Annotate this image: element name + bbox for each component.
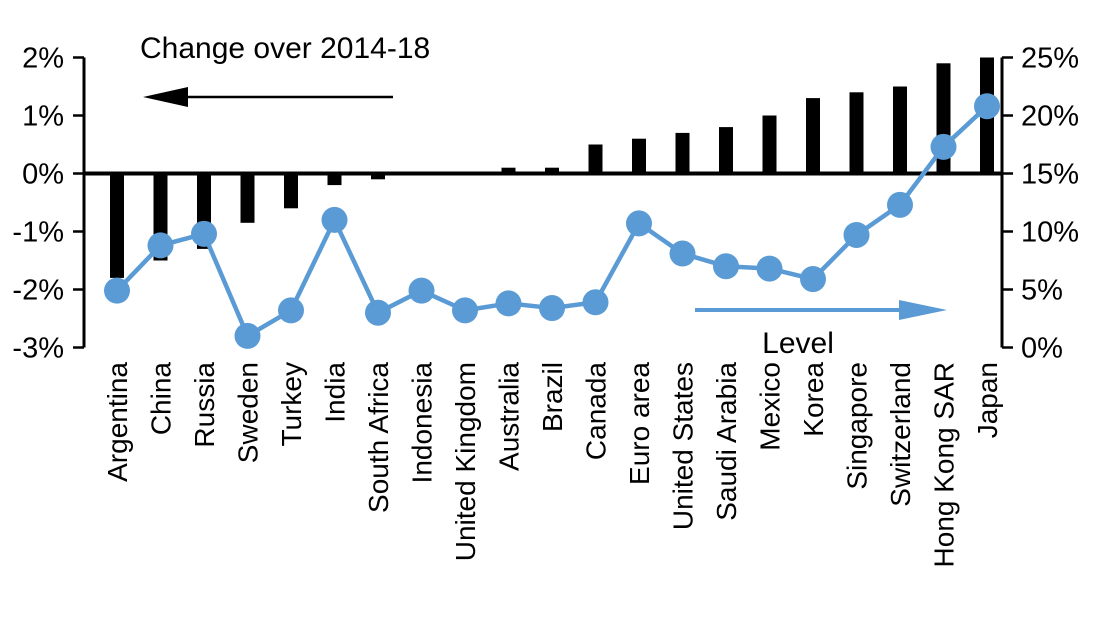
right-axis-tick-label: 20% <box>1021 101 1079 133</box>
right-axis-tick-label: 10% <box>1021 217 1079 249</box>
category-label-china: China <box>146 362 177 436</box>
level-point-singapore <box>843 221 870 248</box>
bar-series-change <box>110 57 994 278</box>
level-point-sweden <box>234 322 261 349</box>
left-arrow-icon <box>143 87 188 107</box>
category-label-sweden: Sweden <box>233 362 264 463</box>
bar-australia <box>501 167 516 174</box>
left-axis-tick-label: -2% <box>12 275 64 307</box>
change-annotation: Change over 2014-18 <box>140 32 430 107</box>
level-point-united-kingdom <box>452 297 478 324</box>
level-point-turkey <box>278 297 304 324</box>
level-point-hong-kong-sar <box>930 133 957 160</box>
category-label-brazil: Brazil <box>537 362 568 432</box>
category-label-mexico: Mexico <box>755 362 786 451</box>
category-label-united-kingdom: United Kingdom <box>450 362 481 561</box>
level-annotation: Level <box>695 300 947 360</box>
category-label-russia: Russia <box>189 362 220 448</box>
level-point-euro-area <box>626 210 652 237</box>
category-label-south-africa: South Africa <box>363 362 394 513</box>
bar-india <box>327 173 342 186</box>
level-point-switzerland <box>887 191 913 218</box>
level-point-united-states <box>669 240 696 267</box>
left-axis-tick-label: 0% <box>22 159 64 191</box>
bar-canada <box>588 144 603 174</box>
category-label-canada: Canada <box>581 362 612 461</box>
level-point-australia <box>495 290 522 317</box>
category-label-singapore: Singapore <box>842 362 873 490</box>
level-point-japan <box>974 93 1000 120</box>
bar-euro-area <box>632 138 646 174</box>
category-label-japan: Japan <box>972 362 1003 438</box>
level-point-china <box>147 232 174 259</box>
change-annotation-label: Change over 2014-18 <box>140 32 430 65</box>
bar-singapore <box>849 92 864 174</box>
category-label-korea: Korea <box>798 362 829 437</box>
category-label-turkey: Turkey <box>276 362 307 447</box>
bar-korea <box>806 98 820 174</box>
category-label-australia: Australia <box>494 362 525 471</box>
level-point-mexico <box>756 255 783 282</box>
bar-argentina <box>110 173 124 278</box>
level-point-argentina <box>104 277 130 304</box>
left-axis-tick-label: 1% <box>22 101 64 133</box>
category-label-united-states: United States <box>668 362 699 530</box>
level-point-brazil <box>539 295 565 322</box>
left-axis: 2% 1% 0% -1% -2% -3% <box>12 43 86 365</box>
left-axis-tick-label: 2% <box>22 43 64 75</box>
bar-south-africa <box>371 173 385 180</box>
bar-brazil <box>545 167 559 174</box>
bar-united-states <box>675 132 690 174</box>
right-axis: 25% 20% 15% 10% 5% 0% <box>1000 43 1079 365</box>
right-axis-tick-label: 15% <box>1021 159 1079 191</box>
right-axis-tick-label: 25% <box>1021 43 1079 75</box>
category-label-saudi-arabia: Saudi Arabia <box>711 362 742 521</box>
bar-sweden <box>240 173 255 223</box>
level-point-russia <box>191 220 217 247</box>
line-series-level <box>104 93 1000 349</box>
category-label-hong-kong-sar: Hong Kong SAR <box>929 362 960 567</box>
category-label-euro-area: Euro area <box>624 362 655 485</box>
level-point-india <box>321 206 348 233</box>
right-axis-tick-label: 5% <box>1021 275 1063 307</box>
right-axis-tick-label: 0% <box>1021 333 1063 365</box>
level-point-saudi-arabia <box>713 253 739 280</box>
level-point-indonesia <box>408 277 435 304</box>
category-labels: Argentina China Russia Sweden Turkey India Sou… <box>102 362 1003 568</box>
category-label-indonesia: Indonesia <box>407 362 438 484</box>
bar-mexico <box>762 115 777 174</box>
category-label-india: India <box>320 362 351 423</box>
bar-switzerland <box>893 86 907 174</box>
level-point-canada <box>582 289 609 316</box>
level-point-korea <box>800 266 826 293</box>
right-arrow-icon <box>899 300 947 320</box>
category-label-argentina: Argentina <box>102 362 133 482</box>
category-label-switzerland: Switzerland <box>885 362 916 507</box>
level-point-south-africa <box>365 299 391 326</box>
bar-turkey <box>284 173 298 209</box>
bar-saudi-arabia <box>719 127 733 174</box>
left-axis-tick-label: -1% <box>12 217 64 249</box>
left-axis-tick-label: -3% <box>12 333 64 365</box>
level-annotation-label: Level <box>762 327 834 360</box>
